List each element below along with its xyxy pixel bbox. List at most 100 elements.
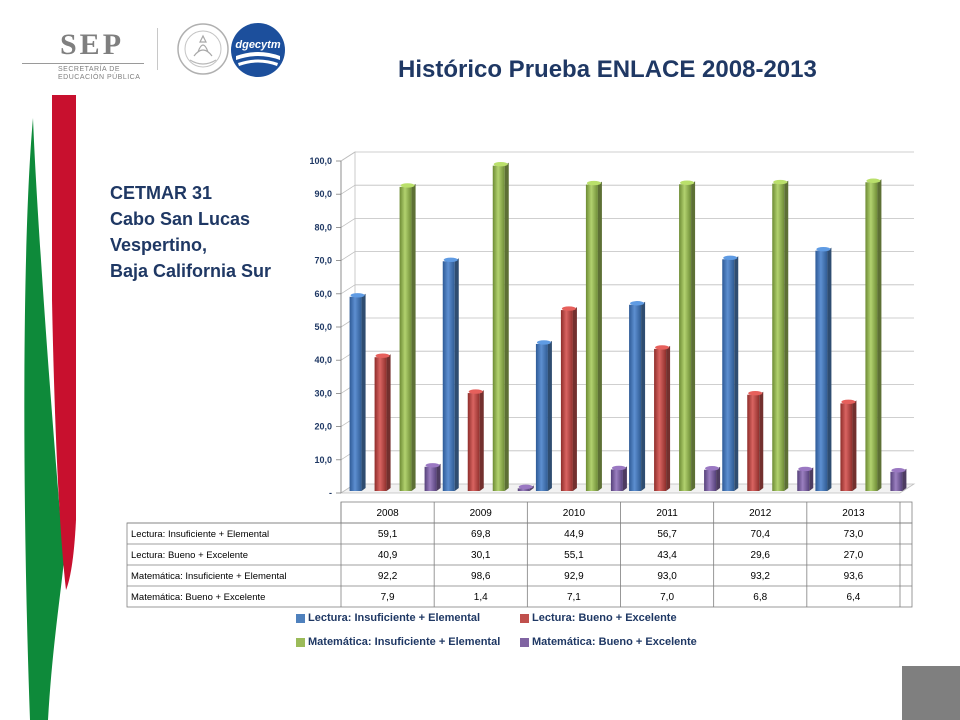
bar-top [611, 465, 626, 471]
bar-top [798, 466, 813, 472]
bar [704, 466, 721, 491]
sep-logo-sub2: EDUCACIÓN PÚBLICA [58, 74, 141, 81]
bar-side [716, 466, 721, 491]
y-tick-label: 60,0 [314, 289, 332, 299]
bar [492, 161, 509, 491]
legend-swatch [296, 613, 305, 623]
legend-swatch [296, 637, 305, 647]
school-line-3: Vespertino, [110, 235, 208, 255]
data-label: 6,4 [846, 592, 860, 603]
bar [517, 484, 534, 491]
school-line-2: Cabo San Lucas [110, 209, 251, 229]
red-stripe [52, 95, 76, 590]
bar-side [504, 162, 509, 491]
bar-top [866, 178, 881, 183]
data-label: 73,0 [844, 529, 864, 540]
bar-top [536, 340, 551, 345]
bar-body [797, 470, 810, 491]
bar [349, 293, 366, 491]
bar-body [492, 165, 505, 491]
bar-side [454, 258, 459, 491]
table-series-label: Matemática: Bueno + Excelente [131, 592, 265, 603]
data-label: 30,1 [471, 550, 491, 561]
bar-side [827, 247, 832, 491]
bar-side [641, 301, 646, 491]
bar-top [748, 391, 763, 396]
bar-side [852, 400, 857, 491]
legend-item: Matemática: Bueno + Excelente [520, 636, 697, 648]
legend-swatch [520, 637, 529, 647]
legend-item: Lectura: Insuficiente + Elemental [296, 612, 480, 624]
bar-body [349, 296, 362, 491]
bar [797, 466, 814, 491]
sep-logo-text: SEP [60, 28, 125, 61]
bar-body [535, 343, 548, 491]
bar-side [529, 485, 534, 491]
bar-side [734, 256, 739, 491]
bar-body [815, 250, 828, 491]
sep-logo-line [22, 63, 144, 64]
legend-swatch [520, 613, 529, 623]
bar [424, 463, 441, 491]
bar-body [610, 469, 623, 491]
bar-side [411, 183, 416, 491]
bar [629, 301, 646, 491]
x-tick-label: 2008 [376, 508, 399, 519]
bar-top [400, 183, 415, 188]
y-tick-label: 50,0 [314, 322, 332, 332]
bar-body [585, 184, 598, 491]
bar-body [424, 466, 437, 491]
bar-top [518, 484, 533, 490]
bar [840, 399, 857, 491]
legend-item: Matemática: Insuficiente + Elemental [296, 636, 500, 648]
y-tick-label: 100,0 [309, 156, 332, 166]
bar-body [517, 488, 530, 491]
data-label: 44,9 [564, 529, 584, 540]
bar-top [561, 306, 576, 311]
data-label: 92,2 [378, 571, 398, 582]
dgecytm-logo: dgecytm [231, 23, 285, 77]
data-label: 55,1 [564, 550, 584, 561]
bar [374, 353, 391, 491]
bar [535, 340, 552, 491]
legend-label: Matemática: Bueno + Excelente [532, 636, 697, 648]
dgecytm-logo-text: dgecytm [235, 39, 280, 51]
y-axis: - 10,0 20,0 30,0 40,0 50,0 60,0 70,0 80,0 90,0 100… [309, 156, 342, 498]
bar-top [468, 389, 483, 394]
bar [610, 465, 627, 491]
data-label: 7,1 [567, 592, 581, 603]
bar [865, 178, 882, 492]
legend-label: Matemática: Insuficiente + Elemental [308, 636, 501, 648]
corner-grey-block [902, 666, 960, 720]
chart-bars [349, 161, 907, 492]
gridline-side [340, 151, 356, 162]
bar-side [902, 468, 907, 491]
bar-body [679, 184, 692, 492]
data-label: 1,4 [474, 592, 488, 603]
data-label: 98,6 [471, 571, 491, 582]
bar-body [865, 182, 878, 492]
sep-logo: SEP SECRETARÍA DE EDUCACIÓN PÚBLICA [22, 28, 144, 88]
bar-top [705, 466, 720, 471]
x-tick-label: 2013 [842, 508, 865, 519]
bar [399, 183, 416, 491]
bar-top [816, 246, 831, 252]
data-label: 69,8 [471, 529, 491, 540]
legend-item: Lectura: Bueno + Excelente [520, 612, 677, 624]
decorative-side-stripes [24, 95, 76, 720]
bar-top [773, 179, 788, 185]
bar-side [622, 466, 627, 491]
bar [467, 389, 484, 491]
data-label: 7,0 [660, 592, 674, 603]
data-label: 27,0 [844, 550, 864, 561]
bar [815, 246, 832, 491]
bar-body [442, 261, 455, 491]
data-label: 92,9 [564, 571, 584, 582]
bar [747, 391, 764, 491]
bar-side [436, 463, 441, 491]
bar-side [759, 391, 764, 491]
logo-divider [157, 28, 158, 70]
x-tick-label: 2010 [563, 508, 586, 519]
data-label: 29,6 [751, 550, 771, 561]
